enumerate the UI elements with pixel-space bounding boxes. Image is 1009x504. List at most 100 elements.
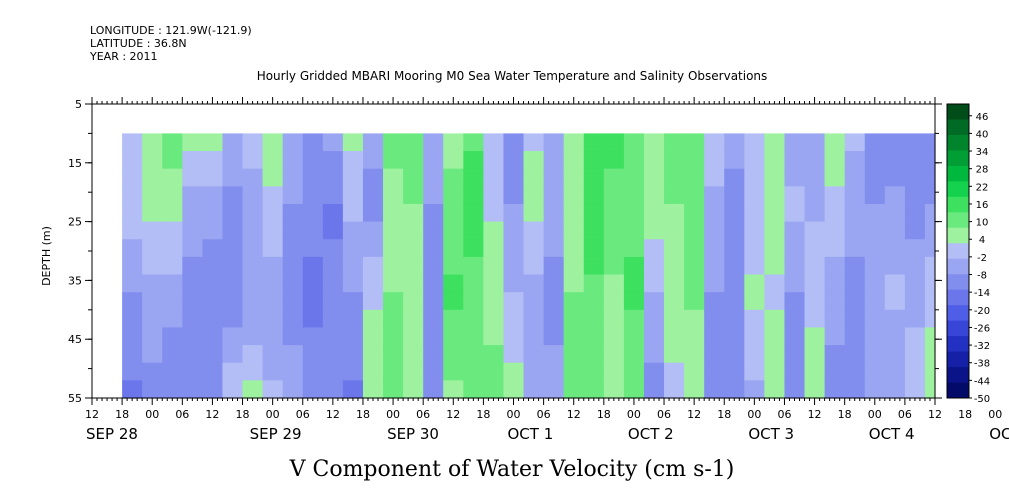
heatmap-cell — [884, 380, 906, 399]
colorbar-frame — [946, 103, 970, 399]
heatmap-cell — [362, 133, 384, 152]
heatmap-cell — [724, 256, 745, 276]
heatmap-cell — [142, 345, 163, 364]
heatmap-cell — [262, 362, 284, 381]
heatmap-cell — [202, 380, 224, 399]
colorbar-label: 22 — [976, 182, 989, 193]
longitude-label: LONGITUDE : 121.9W(-121.9) — [90, 24, 252, 37]
heatmap-cell — [202, 221, 224, 240]
colorbar-swatch — [947, 351, 969, 368]
heatmap-cell — [724, 239, 745, 258]
heatmap-cell — [804, 274, 826, 293]
heatmap-cell — [764, 221, 786, 240]
heatmap-cell — [302, 327, 324, 346]
heatmap-cell — [603, 256, 625, 276]
colorbar-swatch — [947, 104, 969, 120]
heatmap-cell — [403, 168, 424, 187]
heatmap-cell — [684, 151, 705, 170]
heatmap-cell — [643, 256, 665, 276]
heatmap-cell — [884, 186, 906, 205]
heatmap-cell — [623, 274, 645, 293]
heatmap-cell — [122, 133, 143, 152]
heatmap-cell — [824, 133, 846, 152]
heatmap-cell — [784, 345, 806, 364]
y-tick-label: 15 — [68, 157, 82, 170]
heatmap-cell — [864, 362, 886, 381]
heatmap-cell — [523, 186, 545, 205]
heatmap-cell — [242, 221, 264, 240]
heatmap-cell — [262, 151, 284, 170]
heatmap-cell — [483, 256, 505, 276]
heatmap-cell — [383, 221, 404, 240]
heatmap-cell — [804, 203, 826, 223]
heatmap-cell — [864, 151, 886, 170]
heatmap-cell — [403, 221, 424, 240]
heatmap-cell — [804, 309, 826, 329]
heatmap-cell — [322, 133, 344, 152]
heatmap-cell — [583, 380, 605, 399]
heatmap-cell — [182, 133, 203, 152]
heatmap-cell — [664, 362, 685, 381]
heatmap-cell — [222, 274, 244, 293]
heatmap-cell — [503, 292, 525, 311]
heatmap-cell — [443, 221, 464, 240]
x-day-label: SEP 29 — [250, 425, 302, 443]
heatmap-cell — [623, 256, 645, 276]
heatmap-cell — [423, 362, 444, 381]
heatmap-cell — [162, 239, 183, 258]
heatmap-cell — [383, 168, 404, 187]
heatmap-cell — [583, 151, 605, 170]
heatmap-cell — [262, 292, 284, 311]
colorbar: 46 40 34 28 22 16 10 4 -2 -8 -14 -20 -26 -32 -38 -44 -50 — [946, 103, 990, 405]
heatmap-cell — [443, 362, 464, 381]
heatmap-cell — [423, 274, 444, 293]
heatmap-cell — [222, 380, 244, 399]
heatmap-cell — [503, 345, 525, 364]
heatmap-cell — [884, 168, 906, 187]
heatmap-cell — [383, 256, 404, 276]
heatmap-cell — [523, 380, 545, 399]
x-tick-label: 06 — [777, 408, 791, 421]
heatmap-cell — [503, 380, 525, 399]
heatmap-cell — [543, 133, 565, 152]
heatmap-cell — [543, 309, 565, 329]
heatmap-cell — [463, 362, 484, 381]
heatmap-cell — [764, 345, 786, 364]
x-tick-label: 06 — [175, 408, 189, 421]
x-tick-label: 18 — [958, 408, 972, 421]
colorbar-label: 34 — [976, 147, 989, 158]
heatmap-cell — [664, 292, 685, 311]
heatmap-cell — [844, 256, 866, 276]
heatmap-cell — [664, 239, 685, 258]
heatmap-cell — [643, 327, 665, 346]
heatmap-cell — [262, 256, 284, 276]
heatmap-cell — [704, 362, 725, 381]
heatmap-cell — [242, 168, 264, 187]
x-tick-label: 00 — [145, 408, 159, 421]
heatmap-cell — [603, 168, 625, 187]
heatmap-cell — [463, 309, 484, 329]
heatmap-cell — [383, 203, 404, 223]
heatmap-cell — [904, 327, 926, 346]
heatmap-cell — [302, 221, 324, 240]
heatmap-cell — [884, 362, 906, 381]
x-tick-label: 12 — [687, 408, 701, 421]
heatmap-cell — [924, 362, 936, 381]
x-tick-label: 06 — [898, 408, 912, 421]
heatmap-cell — [744, 256, 765, 276]
heatmap-cell — [342, 133, 364, 152]
x-tick-label: 12 — [567, 408, 581, 421]
heatmap-cell — [884, 274, 906, 293]
heatmap-cell — [423, 133, 444, 152]
heatmap-cell — [924, 239, 936, 258]
heatmap-cell — [804, 345, 826, 364]
heatmap-cell — [222, 186, 244, 205]
heatmap-cell — [523, 362, 545, 381]
x-tick-label: 18 — [717, 408, 731, 421]
heatmap-cell — [122, 203, 143, 223]
heatmap-cell — [824, 274, 846, 293]
heatmap-cell — [342, 292, 364, 311]
heatmap-cell — [884, 203, 906, 223]
heatmap-cell — [403, 203, 424, 223]
heatmap-cell — [884, 292, 906, 311]
